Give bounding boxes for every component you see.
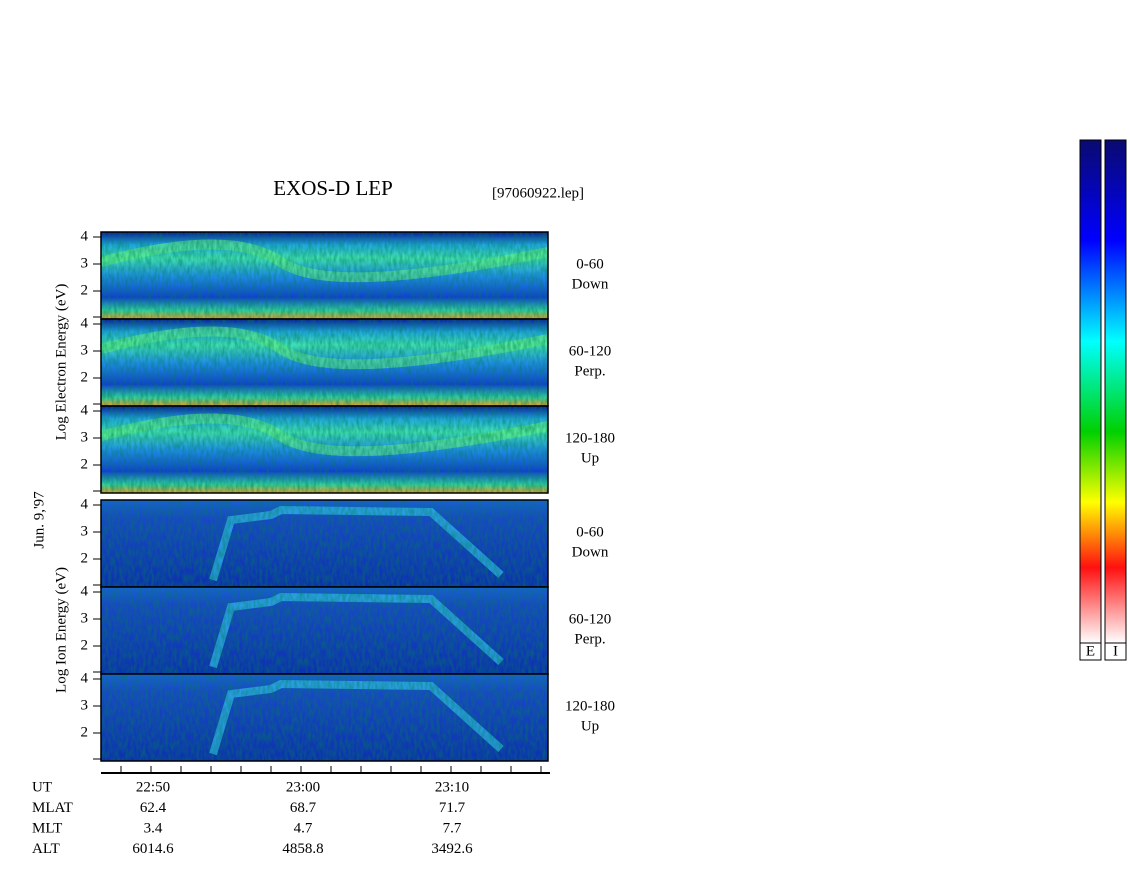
angle-label: 120-180 [565, 698, 615, 714]
color-bar-label-box [1079, 642, 1102, 661]
row-value: 6014.6 [132, 841, 174, 857]
color-bar-label: I [1113, 643, 1118, 659]
date-label: Jun. 9,'97 [31, 491, 47, 549]
y-tick-label: 3 [81, 342, 89, 358]
color-bar-label: E [1086, 643, 1095, 659]
row-value: 3492.6 [431, 841, 473, 857]
y-tick-label: 4 [81, 670, 89, 686]
direction-label: Perp. [574, 363, 605, 379]
y-tick-label: 3 [81, 523, 89, 539]
y-tick-label: 3 [81, 429, 89, 445]
panel-frame [100, 673, 549, 762]
y-tick-label: 2 [81, 637, 89, 653]
ion-axis-label: Log Ion Energy (eV) [53, 567, 69, 693]
row-name: MLT [32, 820, 62, 836]
y-tick-label: 2 [81, 724, 89, 740]
angle-label: 60-120 [569, 343, 612, 359]
angle-label: 60-120 [569, 611, 612, 627]
color-bar [1104, 139, 1127, 644]
noise [101, 674, 548, 761]
color-bar [1079, 139, 1102, 644]
y-tick-label: 2 [81, 550, 89, 566]
color-bar-label-box [1104, 642, 1127, 661]
row-value: 23:00 [286, 779, 320, 795]
y-tick-label: 2 [81, 369, 89, 385]
row-value: 62.4 [140, 800, 167, 816]
y-tick-label: 4 [81, 228, 89, 244]
angle-label: 0-60 [576, 524, 604, 540]
y-tick-label: 4 [81, 583, 89, 599]
y-tick-label: 4 [81, 315, 89, 331]
row-value: 4.7 [294, 820, 313, 836]
y-tick-label: 2 [81, 282, 89, 298]
direction-label: Up [581, 450, 599, 466]
y-tick-label: 3 [81, 255, 89, 271]
row-name: MLAT [32, 800, 73, 816]
row-value: 71.7 [439, 800, 466, 816]
noise [101, 500, 548, 587]
direction-label: Perp. [574, 631, 605, 647]
title: EXOS-D LEP [273, 176, 393, 200]
row-value: 22:50 [136, 779, 170, 795]
angle-label: 0-60 [576, 256, 604, 272]
y-tick-label: 4 [81, 402, 89, 418]
angle-label: 120-180 [565, 430, 615, 446]
direction-label: Up [581, 718, 599, 734]
file-name: [97060922.lep] [492, 185, 584, 201]
row-value: 4858.8 [282, 841, 323, 857]
electron-axis-label: Log Electron Energy (eV) [53, 284, 69, 441]
row-name: UT [32, 779, 52, 795]
noise [101, 587, 548, 674]
noise [101, 232, 548, 319]
direction-label: Down [572, 276, 609, 292]
y-tick-label: 4 [81, 496, 89, 512]
row-value: 68.7 [290, 800, 317, 816]
direction-label: Down [572, 544, 609, 560]
noise [101, 319, 548, 406]
row-name: ALT [32, 841, 60, 857]
y-tick-label: 2 [81, 456, 89, 472]
row-value: 3.4 [144, 820, 163, 836]
panel-frame [100, 405, 549, 494]
noise [101, 406, 548, 493]
y-tick-label: 3 [81, 610, 89, 626]
y-tick-label: 3 [81, 697, 89, 713]
row-value: 23:10 [435, 779, 469, 795]
row-value: 7.7 [443, 820, 462, 836]
